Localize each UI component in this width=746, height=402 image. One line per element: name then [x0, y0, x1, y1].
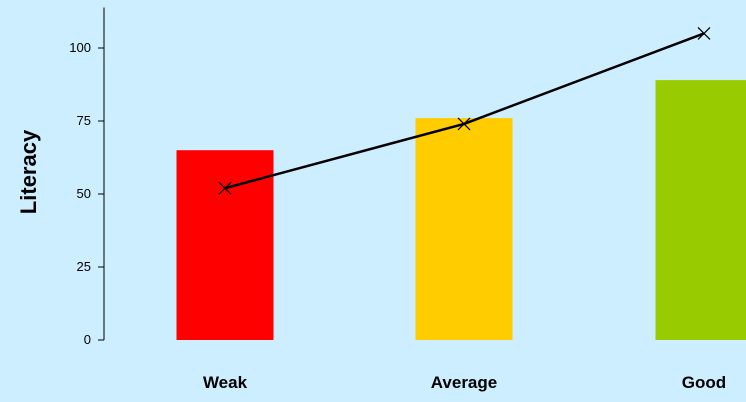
line-point-good: [697, 26, 711, 40]
x-marker-stroke-b: [218, 181, 232, 195]
bar-average: [415, 118, 513, 340]
line-series: [218, 26, 711, 195]
y-axis-title: Literacy: [16, 129, 41, 214]
x-marker-stroke-b: [697, 26, 711, 40]
y-tick-label-25: 25: [77, 259, 91, 274]
y-tick-label-50: 50: [77, 186, 91, 201]
bars-layer: [176, 80, 746, 341]
x-label-weak: Weak: [203, 373, 248, 392]
line-point-weak: [218, 181, 232, 195]
x-label-good: Good: [682, 373, 726, 392]
y-tick-label-100: 100: [69, 40, 91, 55]
x-marker-stroke-b: [457, 117, 471, 131]
x-label-average: Average: [431, 373, 497, 392]
y-axis: 0 25 50 75 100: [69, 7, 105, 347]
bar-good: [655, 80, 746, 341]
y-tick-label-75: 75: [77, 113, 91, 128]
y-tick-label-0: 0: [84, 332, 91, 347]
bar-weak: [176, 150, 274, 340]
x-axis-labels: Weak Average Good: [203, 373, 726, 392]
line-point-average: [457, 117, 471, 131]
